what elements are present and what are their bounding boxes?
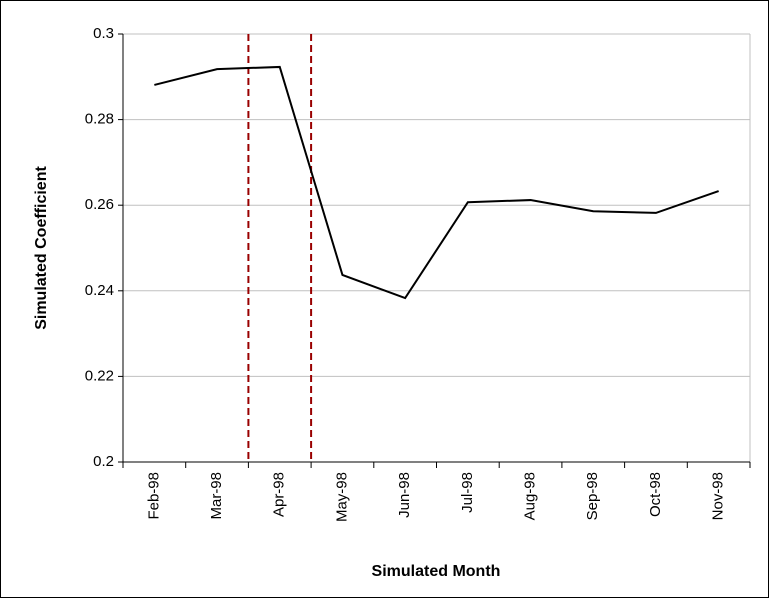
x-tick-label: Sep-98 [584,472,601,520]
y-tick-label: 0.28 [85,111,114,128]
x-tick-label: Mar-98 [208,472,225,520]
y-tick-label: 0.2 [93,453,114,470]
x-tick-label: Apr-98 [271,472,288,517]
data-line [154,65,719,300]
x-tick-label: Feb-98 [145,472,162,520]
y-tick-label: 0.22 [85,367,114,384]
x-tick-label: Nov-98 [710,472,727,520]
x-tick-label: Aug-98 [522,472,539,520]
x-tick-label: Jun-98 [396,472,413,518]
x-tick-label: Oct-98 [647,472,664,517]
y-tick-label: 0.26 [85,196,114,213]
x-tick-label: May-98 [333,472,350,522]
x-tick-label: Jul-98 [459,472,476,513]
y-tick-label: 0.24 [85,282,114,299]
y-axis-title: Simulated Coefficient [33,166,50,330]
x-axis-title: Simulated Month [372,563,501,580]
y-tick-label: 0.3 [93,25,114,42]
